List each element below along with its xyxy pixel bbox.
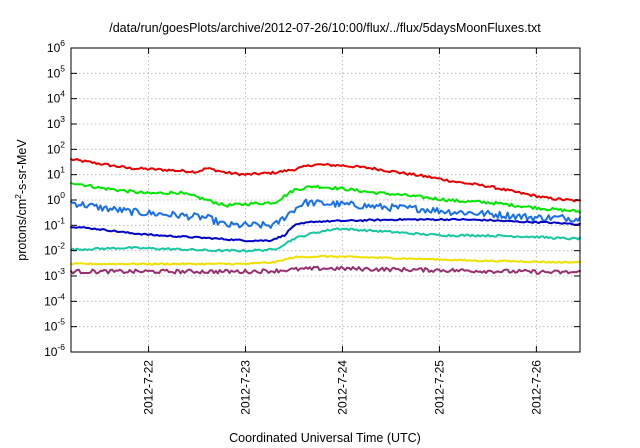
y-tick-exponent: -6 bbox=[57, 342, 65, 352]
y-tick-base: 10 bbox=[47, 66, 61, 80]
y-axis-ticks: 10-610-510-410-310-210-11001011021031041… bbox=[44, 38, 580, 359]
y-axis-label-base: protons/cm bbox=[15, 199, 29, 261]
x-axis-label: Coordinated Universal Time (UTC) bbox=[229, 431, 421, 445]
x-tick-label: 2012-7-23 bbox=[239, 360, 253, 415]
y-tick-exponent: 0 bbox=[60, 190, 65, 200]
y-tick-base: 10 bbox=[47, 117, 61, 131]
y-tick-base: 10 bbox=[47, 142, 61, 156]
y-tick-exponent: 5 bbox=[60, 63, 65, 73]
y-tick-label: 106 bbox=[47, 38, 65, 55]
y-tick-label: 10-1 bbox=[44, 215, 65, 232]
series-line-5 bbox=[70, 227, 581, 253]
x-tick-label: 2012-7-22 bbox=[142, 360, 156, 415]
y-tick-base: 10 bbox=[47, 41, 61, 55]
series-line-2 bbox=[70, 182, 581, 214]
y-tick-label: 103 bbox=[47, 114, 65, 131]
series-line-4 bbox=[70, 217, 581, 243]
y-tick-label: 10-4 bbox=[44, 291, 65, 308]
y-tick-base: 10 bbox=[44, 244, 58, 258]
grid-lines bbox=[71, 48, 580, 352]
y-tick-label: 10-6 bbox=[44, 342, 65, 359]
y-tick-label: 101 bbox=[47, 165, 65, 182]
y-axis-label-rest: -s-sr-MeV bbox=[15, 139, 29, 195]
y-tick-label: 102 bbox=[47, 139, 65, 156]
y-tick-label: 104 bbox=[47, 89, 65, 106]
y-tick-base: 10 bbox=[44, 218, 58, 232]
y-tick-label: 10-3 bbox=[44, 266, 65, 283]
y-tick-exponent: 2 bbox=[60, 139, 65, 149]
y-tick-exponent: -2 bbox=[57, 241, 65, 251]
y-tick-exponent: 1 bbox=[60, 165, 65, 175]
y-tick-exponent: 3 bbox=[60, 114, 65, 124]
series-line-1 bbox=[70, 158, 581, 203]
y-tick-base: 10 bbox=[44, 345, 58, 359]
y-tick-base: 10 bbox=[44, 269, 58, 283]
y-axis-label-exp: 2 bbox=[13, 194, 23, 199]
y-tick-base: 10 bbox=[47, 168, 61, 182]
y-tick-exponent: -5 bbox=[57, 317, 65, 327]
series-line-3 bbox=[70, 198, 581, 229]
x-axis-ticks: 2012-7-22 2012-7-23 2012-7-24 2012-7-25 2012… bbox=[142, 48, 543, 415]
x-tick-label: 2012-7-25 bbox=[432, 360, 446, 415]
y-tick-base: 10 bbox=[44, 320, 58, 334]
series-line-7 bbox=[70, 265, 581, 275]
series-line-6 bbox=[70, 254, 581, 266]
y-tick-label: 10-5 bbox=[44, 317, 65, 334]
series-lines bbox=[70, 158, 581, 275]
y-tick-base: 10 bbox=[47, 92, 61, 106]
y-tick-base: 10 bbox=[47, 193, 61, 207]
y-tick-exponent: -3 bbox=[57, 266, 65, 276]
y-tick-label: 100 bbox=[47, 190, 65, 207]
chart-title: /data/run/goesPlots/archive/2012-07-26/1… bbox=[109, 21, 541, 35]
y-axis-label: protons/cm2-s-sr-MeV bbox=[13, 139, 29, 261]
x-tick-label: 2012-7-26 bbox=[529, 360, 543, 415]
y-tick-label: 105 bbox=[47, 63, 65, 80]
y-tick-label: 10-2 bbox=[44, 241, 65, 258]
y-tick-exponent: -1 bbox=[57, 215, 65, 225]
y-tick-base: 10 bbox=[44, 294, 58, 308]
y-tick-exponent: -4 bbox=[57, 291, 65, 301]
y-tick-exponent: 6 bbox=[60, 38, 65, 48]
y-tick-exponent: 4 bbox=[60, 89, 65, 99]
x-tick-label: 2012-7-24 bbox=[335, 360, 349, 415]
